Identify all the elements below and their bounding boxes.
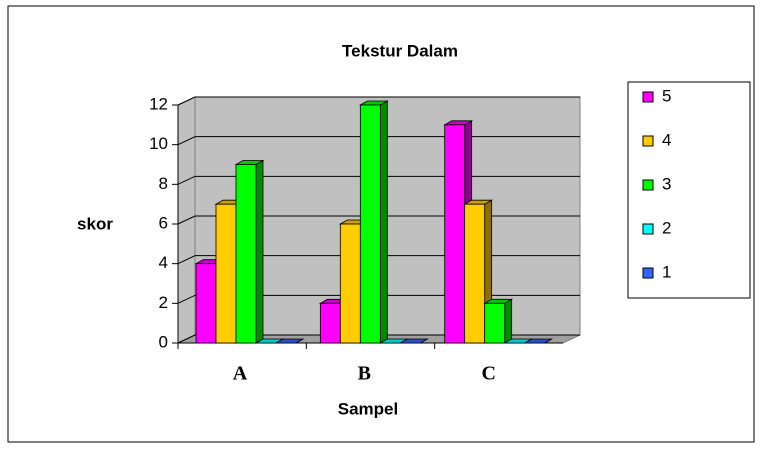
- y-tick-label: 10: [149, 134, 168, 153]
- legend-label: 5: [662, 86, 671, 105]
- bar-front: [339, 223, 361, 344]
- bar-front: [195, 263, 217, 344]
- bar: [234, 159, 265, 344]
- legend-label: 2: [662, 218, 671, 237]
- bar: [358, 100, 389, 344]
- y-axis-label: skor: [77, 214, 113, 233]
- bar-front: [359, 104, 381, 344]
- bar: [398, 338, 429, 344]
- bar-side: [504, 298, 513, 344]
- chart-title: Tekstur Dalam: [342, 41, 458, 60]
- bar-front: [215, 203, 237, 344]
- legend-label: 1: [662, 262, 671, 281]
- y-tick-label: 0: [159, 332, 168, 351]
- bar-top: [523, 338, 554, 344]
- legend-label: 4: [662, 130, 671, 149]
- y-tick-label: 6: [159, 213, 168, 232]
- x-tick-label: C: [481, 363, 495, 385]
- legend-swatch: [642, 135, 654, 147]
- bar: [463, 199, 494, 344]
- bar-front: [484, 302, 506, 344]
- x-axis-label: Sampel: [338, 399, 398, 418]
- y-tick-label: 8: [159, 174, 168, 193]
- bar-front: [319, 302, 341, 344]
- bar: [274, 338, 305, 344]
- bar-side: [255, 159, 264, 344]
- legend-swatch: [642, 223, 654, 235]
- legend-label: 3: [662, 174, 671, 193]
- bar: [523, 338, 554, 344]
- bar-top: [398, 338, 429, 344]
- bar-front: [235, 164, 257, 344]
- x-tick-label: B: [358, 363, 371, 385]
- y-tick-label: 4: [159, 253, 168, 272]
- legend-swatch: [642, 267, 654, 279]
- bar: [483, 298, 514, 344]
- y-tick-label: 12: [149, 94, 168, 113]
- grid-line: [177, 96, 580, 106]
- bar-top: [274, 338, 305, 344]
- x-tick-label: A: [233, 363, 248, 385]
- bar-front: [464, 203, 486, 344]
- bar-front: [444, 124, 466, 344]
- bar-side: [379, 100, 388, 344]
- legend-swatch: [642, 179, 654, 191]
- legend-swatch: [642, 91, 654, 103]
- y-tick-label: 2: [159, 293, 168, 312]
